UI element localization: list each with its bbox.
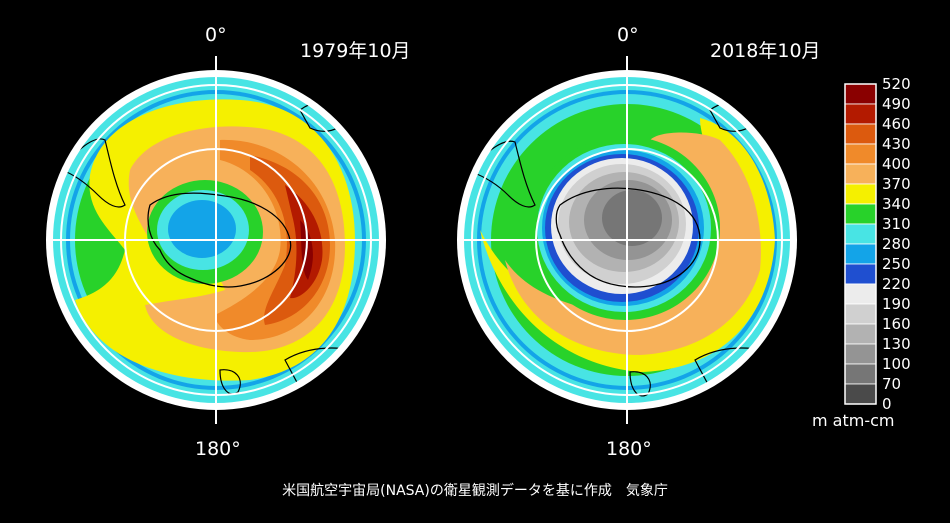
colorbar-tick-label: 160 [882, 315, 911, 333]
colorbar-tick-label: 430 [882, 135, 911, 153]
colorbar [844, 83, 877, 405]
colorbar-bin-490-520 [844, 83, 877, 105]
colorbar-frame [844, 83, 877, 405]
colorbar-tick-label: 520 [882, 75, 911, 93]
colorbar-bin-400-430 [844, 143, 877, 165]
colorbar-bin-370-400 [844, 163, 877, 185]
colorbar-unit: m atm-cm [812, 411, 895, 430]
map2-date-label: 2018年10月 [710, 40, 821, 62]
colorbar-bin-100-130 [844, 343, 877, 365]
colorbar-bin-190-220 [844, 283, 877, 305]
ozone-map-1979 [46, 56, 386, 424]
colorbar-tick-label: 130 [882, 335, 911, 353]
colorbar-tick-label: 220 [882, 275, 911, 293]
map2-bottom-label: 180° [606, 438, 652, 460]
colorbar-bin-310-340 [844, 203, 877, 225]
colorbar-bin-430-460 [844, 123, 877, 145]
colorbar-bin-280-310 [844, 223, 877, 245]
colorbar-bin-130-160 [844, 323, 877, 345]
colorbar-bin-340-370 [844, 183, 877, 205]
colorbar-tick-label: 0 [882, 395, 892, 413]
credit-text: 米国航空宇宙局(NASA)の衛星観測データを基に作成 気象庁 [282, 483, 668, 499]
map1-top-label: 0° [205, 24, 227, 46]
colorbar-bin-250-280 [844, 243, 877, 265]
map2-top-label: 0° [617, 24, 639, 46]
map1-bottom-label: 180° [195, 438, 241, 460]
colorbar-bin-460-490 [844, 103, 877, 125]
colorbar-tick-label: 310 [882, 215, 911, 233]
colorbar-bin-220-250 [844, 263, 877, 285]
colorbar-tick-label: 190 [882, 295, 911, 313]
map1-date-label: 1979年10月 [300, 40, 411, 62]
colorbar-tick-label: 100 [882, 355, 911, 373]
colorbar-tick-label: 460 [882, 115, 911, 133]
colorbar-tick-label: 400 [882, 155, 911, 173]
colorbar-tick-label: 340 [882, 195, 911, 213]
colorbar-tick-label: 70 [882, 375, 902, 393]
colorbar-tick-label: 280 [882, 235, 911, 253]
colorbar-tick-label: 370 [882, 175, 911, 193]
colorbar-bin-160-190 [844, 303, 877, 325]
colorbar-bin-0-70 [844, 383, 877, 405]
colorbar-tick-label: 490 [882, 95, 911, 113]
ozone-map-2018 [457, 56, 797, 424]
colorbar-bin-70-100 [844, 363, 877, 385]
colorbar-tick-label: 250 [882, 255, 911, 273]
